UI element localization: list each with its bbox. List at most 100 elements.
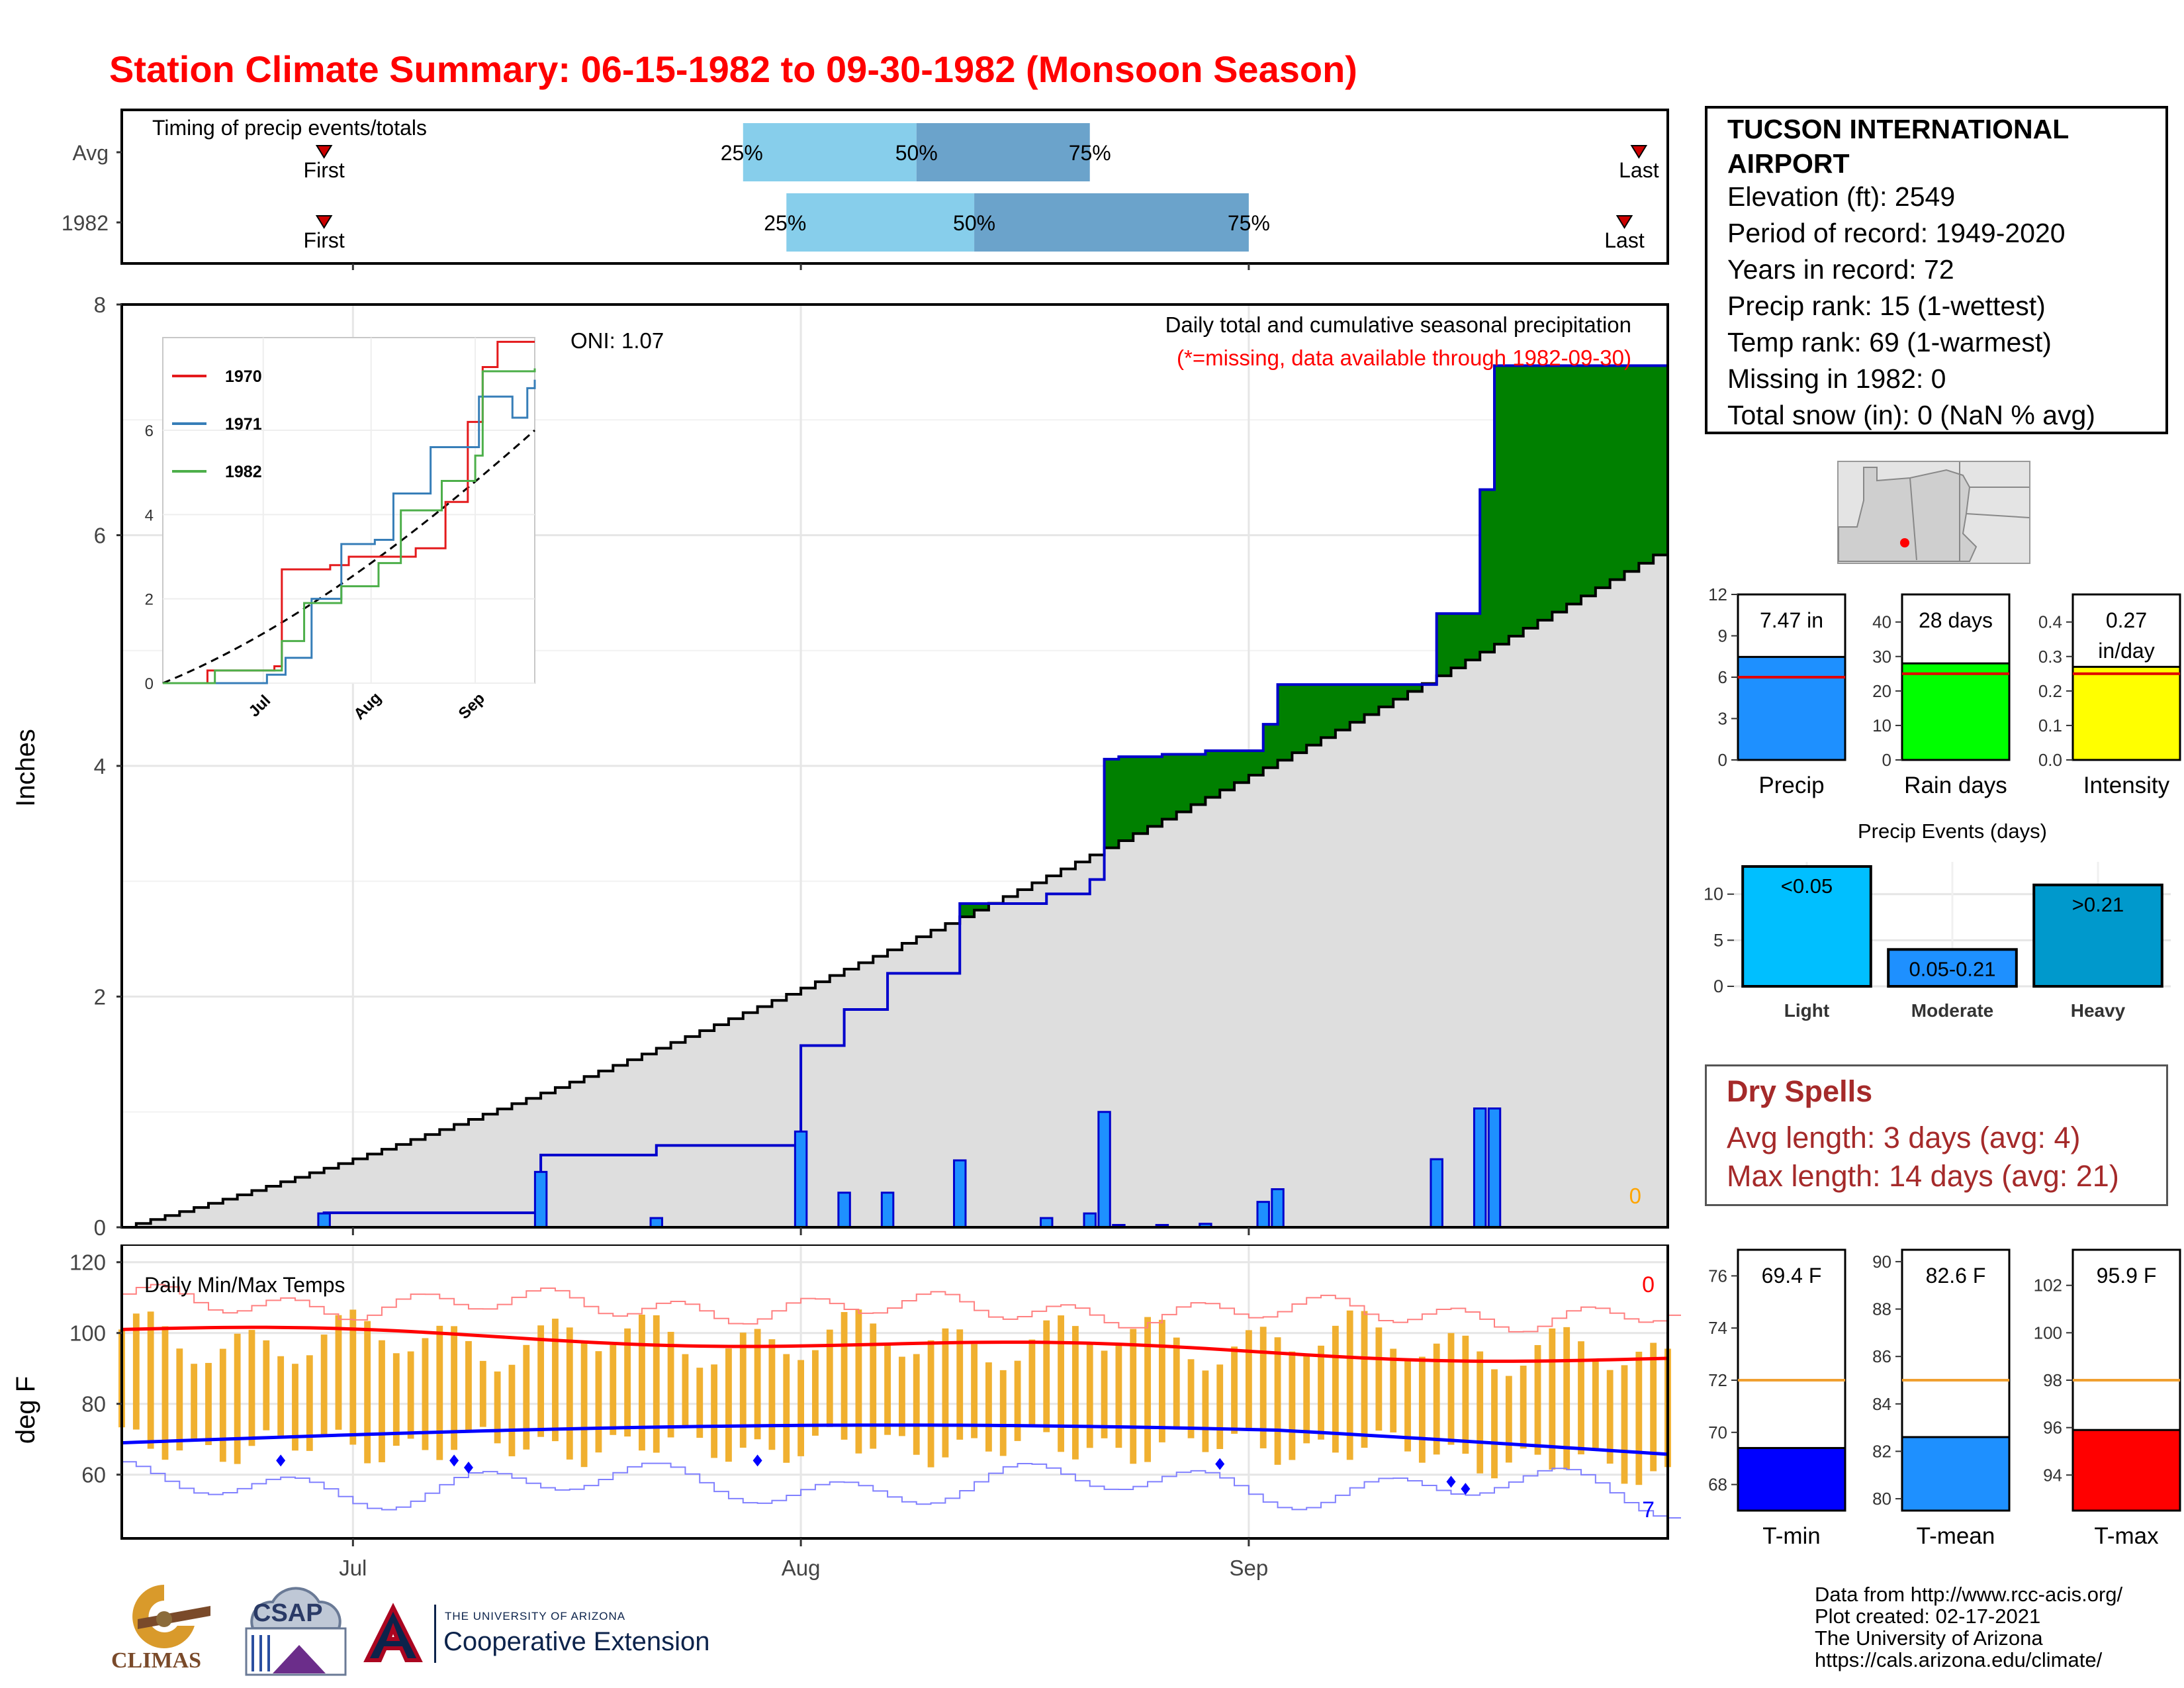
precip-daily-bar — [1271, 1188, 1285, 1229]
summary-value-label-T-min: 69.4 F — [1762, 1264, 1822, 1288]
precip-anomaly-segment — [1523, 365, 1539, 628]
precip-daily-bar — [1097, 1111, 1111, 1229]
temps-daily-bar — [884, 1344, 891, 1435]
temps-daily-bar — [1014, 1360, 1021, 1441]
temps-ytick-label: 100 — [69, 1321, 106, 1346]
summary-ytick-label-T-min: 74 — [1708, 1318, 1727, 1338]
precip-daily-bar — [1083, 1212, 1097, 1229]
precip-anomaly-segment — [1205, 751, 1220, 798]
temps-daily-bar — [1231, 1346, 1238, 1434]
temps-record-low-marker — [1446, 1476, 1456, 1488]
precip-ytick-label: 2 — [94, 985, 106, 1009]
temps-daily-bar — [1115, 1344, 1122, 1448]
temps-daily-bar — [320, 1335, 328, 1436]
station-elevation: Elevation (ft): 2549 — [1727, 181, 1956, 212]
temps-daily-bar — [1361, 1311, 1368, 1448]
temps-daily-bar — [508, 1364, 516, 1456]
temps-xtick-label-2: Sep — [1230, 1556, 1269, 1580]
temps-daily-bar — [942, 1328, 949, 1458]
temps-ytick-label: 120 — [69, 1250, 106, 1275]
temps-daily-bar — [1274, 1337, 1281, 1465]
temps-daily-bar — [248, 1330, 255, 1446]
temps-ylabel: deg F — [11, 1376, 40, 1444]
temps-daily-bar — [812, 1350, 819, 1436]
precip-anomaly-segment — [1161, 754, 1177, 820]
summary-ytick-label-Rain days: 20 — [1872, 681, 1891, 701]
events-bar-moderate — [1887, 948, 2018, 988]
temps-daily-bar — [191, 1364, 198, 1439]
temps-daily-bar — [1259, 1327, 1267, 1448]
precip-anomaly-segment — [1408, 684, 1423, 692]
temps-daily-bar — [1418, 1356, 1426, 1463]
events-bar-label-heavy: >0.21 — [2072, 893, 2124, 916]
ua-extension-logo: THE UNIVERSITY OF ARIZONA Cooperative Ex… — [360, 1601, 757, 1673]
credit-url: https://cals.arizona.edu/climate/ — [1815, 1648, 2103, 1671]
temps-ytick-label: 80 — [81, 1392, 106, 1417]
temps-record-low-marker — [1215, 1458, 1225, 1470]
events-ytick-label: 5 — [1713, 930, 1723, 950]
summary-ytick-label-T-max: 96 — [2043, 1418, 2062, 1438]
precip-daily-bar — [953, 1159, 967, 1229]
summary-bar-Intensity — [2071, 665, 2181, 761]
temps-daily-bar — [379, 1340, 385, 1462]
temps-daily-bar — [1592, 1360, 1599, 1448]
precip-anomaly-segment — [1191, 754, 1206, 805]
timing-q50-label-1: 50% — [953, 211, 995, 235]
ua-line2: Cooperative Extension — [443, 1627, 710, 1656]
events-bar-label-light: <0.05 — [1781, 874, 1833, 898]
precip-anomaly-segment — [1610, 365, 1625, 580]
temps-daily-bar — [176, 1348, 183, 1451]
precip-anomaly-segment — [1436, 613, 1452, 676]
summary-bar-T-max — [2071, 1429, 2181, 1512]
summary-value-label2-Intensity: in/day — [2098, 639, 2154, 663]
temps-daily-bar — [1404, 1360, 1411, 1452]
summary-ytick-label-T-min: 76 — [1708, 1266, 1727, 1286]
temps-daily-bar — [1549, 1328, 1556, 1470]
summary-value-label-Precip: 7.47 in — [1760, 608, 1823, 632]
temps-daily-bar — [797, 1360, 805, 1456]
temps-daily-bar — [1101, 1350, 1108, 1438]
timing-last-marker-1 — [1615, 215, 1633, 229]
csap-logo-text: CSAP — [253, 1599, 323, 1627]
precip-anomaly-segment — [1335, 684, 1351, 730]
timing-last-marker-0 — [1630, 145, 1648, 159]
temps-daily-bar — [422, 1338, 429, 1450]
events-ytick-label: 10 — [1704, 884, 1723, 904]
precip-normal-area — [122, 546, 1668, 1227]
temps-daily-bar — [841, 1312, 848, 1440]
temps-daily-bar — [595, 1351, 602, 1453]
summary-ytick-label-T-min: 70 — [1708, 1423, 1727, 1442]
temps-daily-bar — [1534, 1344, 1541, 1455]
temps-daily-bar — [1144, 1317, 1151, 1462]
station-location-dot — [1900, 538, 1909, 547]
temps-record-low-marker — [1461, 1483, 1471, 1495]
temps-ytick-label: 60 — [81, 1463, 106, 1487]
summary-ytick-label-Rain days: 40 — [1872, 612, 1891, 632]
temps-daily-bar — [1173, 1337, 1180, 1430]
timing-q50-label-0: 50% — [895, 141, 938, 165]
precip-anomaly-segment — [1306, 684, 1322, 745]
climas-logo-icon — [132, 1585, 210, 1648]
temp-summary-charts: 68 70 72 74 76 69.4 F T-min 80 82 84 86 88 90 82.6 F T… — [1708, 1248, 2181, 1549]
precip-daily-bar — [649, 1217, 664, 1229]
temps-daily-bar — [1635, 1351, 1643, 1485]
inset-series-line-1971 — [163, 379, 536, 684]
temps-daily-bar — [1375, 1327, 1383, 1431]
precip-daily-bar — [1473, 1107, 1487, 1229]
temps-daily-bar — [1390, 1348, 1397, 1432]
temps-daily-bar — [870, 1323, 877, 1449]
precip-anomaly-segment — [974, 903, 989, 910]
summary-ytick-label-Precip: 9 — [1718, 626, 1727, 646]
temps-daily-bar — [219, 1348, 226, 1462]
timing-row-label-0: Avg — [72, 141, 109, 165]
temps-daily-bar — [725, 1348, 732, 1462]
temps-avg-max-line — [121, 1325, 1668, 1363]
precip-ytick-label: 6 — [94, 524, 106, 548]
temps-missing-bottom: 7 — [1642, 1497, 1655, 1523]
ua-a-icon — [363, 1603, 423, 1662]
precip-anomaly-segment — [1104, 759, 1119, 848]
events-category-light: Light — [1784, 1000, 1829, 1021]
timing-title: Timing of precip events/totals — [152, 116, 427, 140]
station-precip-rank: Precip rank: 15 (1-wettest) — [1727, 291, 2046, 321]
precip-anomaly-segment — [1451, 613, 1466, 668]
